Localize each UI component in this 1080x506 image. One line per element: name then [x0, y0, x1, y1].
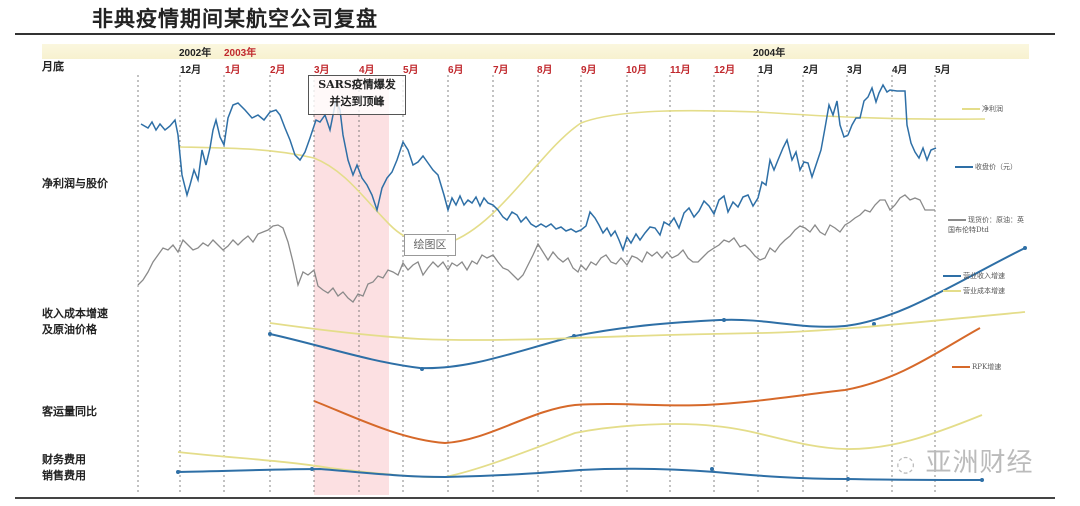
row-label-oil: 及原油价格 [42, 323, 97, 336]
watermark: ◌ 亚洲财经 [896, 442, 1033, 479]
legend-oil-price: 现货价：原油：英国布伦特Dtd [948, 216, 1024, 234]
year-band [42, 44, 1029, 59]
oil-price-line [137, 194, 935, 303]
month-label: 12月 [180, 65, 202, 76]
legend-net-profit: 净利润 [962, 104, 1003, 114]
legend-rpk-growth: RPK增速 [952, 362, 1001, 372]
year-label-2003: 2003年 [224, 48, 257, 59]
month-label: 4月 [892, 65, 908, 76]
finance-expense-line [177, 414, 983, 479]
month-label: 1月 [225, 65, 241, 76]
legend-revenue-growth: 营业收入增速 [943, 271, 1005, 281]
draw-area-tooltip: 绘图区 [404, 234, 456, 256]
month-label: 12月 [714, 65, 736, 76]
month-label: 2月 [803, 65, 819, 76]
revenue-growth-markers [268, 246, 1027, 371]
legend-swatch [955, 166, 973, 168]
row-label-rpk: 客运量同比 [42, 405, 97, 418]
revenue-growth-line [269, 247, 1026, 370]
legend-swatch [952, 366, 970, 368]
legend-cost-growth: 营业成本增速 [943, 286, 1005, 296]
month-label: 2月 [270, 65, 286, 76]
month-gridlines [137, 75, 936, 495]
row-label-rev-cost: 收入成本增速 [42, 307, 108, 320]
month-label: 9月 [581, 65, 597, 76]
month-label: 3月 [314, 65, 330, 76]
row-label-sales-exp: 销售费用 [42, 469, 86, 482]
month-label: 4月 [359, 65, 375, 76]
month-label: 5月 [935, 65, 951, 76]
legend-swatch [943, 290, 961, 292]
month-label: 6月 [448, 65, 464, 76]
sales-expense-markers [176, 467, 984, 482]
title-divider [15, 33, 1055, 35]
rpk-growth-line [313, 327, 981, 445]
annotation-line-1: SARS疫情爆发 [318, 78, 396, 91]
close-price-line [140, 83, 937, 253]
month-label: 10月 [626, 65, 648, 76]
net-profit-line [179, 109, 986, 245]
cost-growth-line [269, 311, 1026, 341]
row-label-profit-price: 净利润与股价 [42, 177, 108, 190]
page-title: 非典疫情期间某航空公司复盘 [92, 6, 378, 31]
bottom-divider [15, 497, 1055, 499]
legend-swatch [962, 108, 980, 110]
watermark-text: 亚洲财经 [925, 448, 1034, 478]
year-label-2002: 2002年 [179, 48, 212, 59]
row-header-month-end: 月底 [42, 60, 64, 73]
annotation-line-2: 并达到顶峰 [329, 95, 385, 108]
legend-swatch [943, 275, 961, 277]
sars-highlight-band [314, 75, 389, 495]
legend-swatch [948, 219, 966, 221]
year-label-2004: 2004年 [753, 48, 786, 59]
month-label: 11月 [670, 65, 691, 76]
sales-expense-line [177, 467, 983, 481]
month-label: 8月 [537, 65, 553, 76]
month-label: 1月 [758, 65, 774, 76]
month-label: 3月 [847, 65, 863, 76]
month-label: 7月 [493, 65, 509, 76]
row-label-finance-exp: 财务费用 [42, 453, 86, 466]
sars-annotation-box: SARS疫情爆发 并达到顶峰 [308, 75, 406, 115]
month-label: 5月 [403, 65, 419, 76]
legend-close-price: 收盘价（元） [955, 162, 1017, 172]
wechat-icon: ◌ [896, 452, 917, 477]
